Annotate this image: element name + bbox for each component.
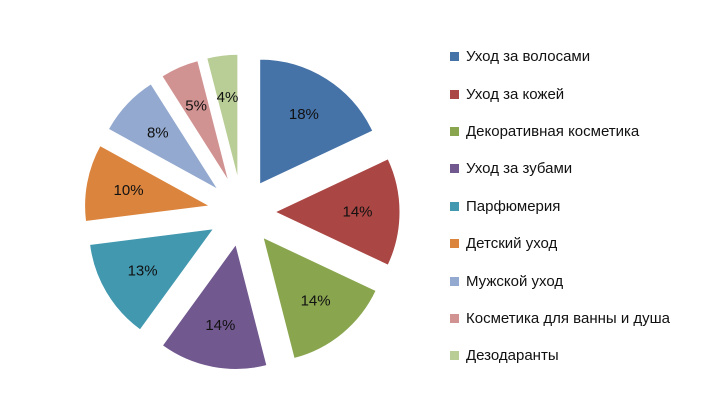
legend-swatch: [450, 351, 459, 361]
legend-label: Мужской уход: [466, 272, 564, 290]
pie-slice-2: [273, 158, 401, 266]
legend-item-6: Детский уход: [450, 225, 720, 262]
legend-label: Детский уход: [466, 235, 558, 253]
slice-label-8: 5%: [185, 97, 207, 114]
legend-item-4: Уход за зубами: [450, 150, 720, 187]
legend-label: Парфюмерия: [466, 197, 561, 215]
legend-swatch: [450, 52, 459, 62]
legend-item-3: Декоративная косметика: [450, 113, 720, 150]
slice-label-6: 10%: [114, 182, 144, 199]
legend-swatch: [450, 313, 459, 323]
legend-swatch: [450, 276, 459, 286]
legend-swatch: [450, 126, 459, 136]
legend-swatch: [450, 164, 459, 174]
pie-slice-1: [259, 58, 374, 185]
legend-item-2: Уход за кожей: [450, 75, 720, 112]
slice-label-7: 8%: [147, 124, 169, 141]
pie-slice-9: [206, 53, 239, 180]
slice-label-3: 14%: [301, 292, 331, 309]
legend-item-7: Мужской уход: [450, 262, 720, 299]
legend-swatch: [450, 239, 459, 249]
legend-item-9: Дезодаранты: [450, 337, 720, 374]
pie-slice-5: [89, 228, 215, 331]
slice-label-1: 18%: [289, 106, 319, 123]
legend-label: Уход за кожей: [466, 85, 565, 103]
pie-slice-4: [161, 243, 268, 370]
legend: Уход за волосами Уход за кожей Декоративна…: [450, 38, 720, 375]
legend-label: Декоративная косметика: [466, 122, 640, 140]
legend-label: Уход за волосами: [466, 48, 591, 66]
legend-label: Косметика для ванны и душа: [466, 309, 671, 327]
pie-slice-7: [107, 83, 219, 190]
slice-label-9: 4%: [217, 89, 239, 106]
legend-label: Дезодаранты: [466, 347, 559, 365]
slice-label-5: 13%: [128, 262, 158, 279]
slice-label-2: 14%: [342, 204, 372, 221]
legend-label: Уход за зубами: [466, 160, 573, 178]
pie-slice-3: [262, 236, 377, 360]
legend-swatch: [450, 201, 459, 211]
slice-label-4: 14%: [205, 317, 235, 334]
legend-swatch: [450, 89, 459, 99]
legend-item-5: Парфюмерия: [450, 188, 720, 225]
legend-item-1: Уход за волосами: [450, 38, 720, 75]
legend-item-8: Косметика для ванны и душа: [450, 300, 720, 337]
pie-slice-8: [161, 60, 230, 182]
pie-slice-6: [84, 144, 212, 223]
